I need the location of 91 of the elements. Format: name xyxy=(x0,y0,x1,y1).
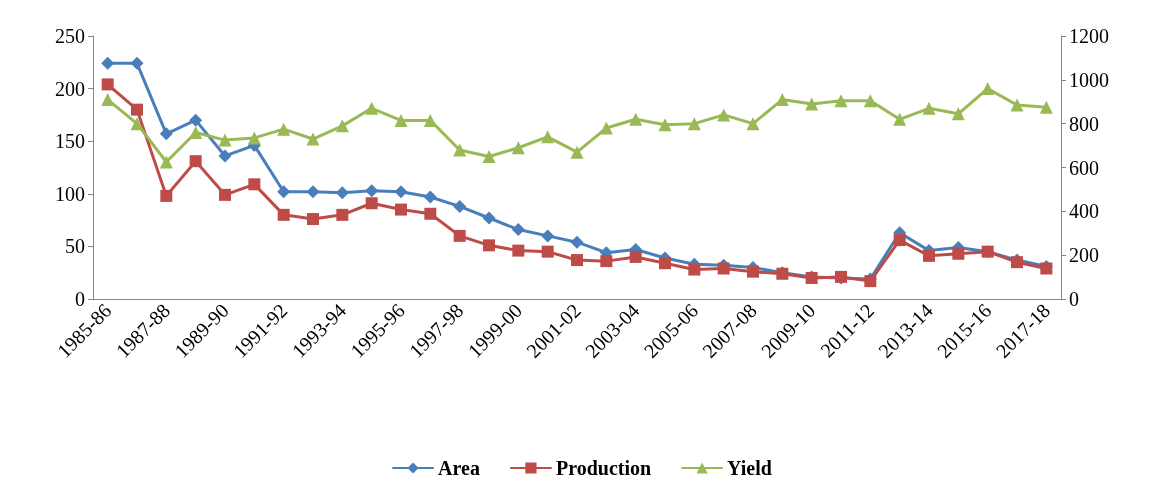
point xyxy=(482,211,496,225)
y-tick-label: 0 xyxy=(75,288,85,310)
point xyxy=(277,185,291,199)
point xyxy=(365,184,379,198)
point xyxy=(688,263,701,276)
point xyxy=(189,155,202,168)
point xyxy=(277,208,290,221)
legend-label: Production xyxy=(555,457,652,479)
point xyxy=(365,101,379,115)
legend-label: Yield xyxy=(727,457,772,479)
point xyxy=(130,117,144,131)
point xyxy=(365,197,378,210)
point xyxy=(248,178,261,191)
y-tick-label: 100 xyxy=(55,182,85,205)
point xyxy=(483,239,495,252)
point xyxy=(511,223,525,237)
point xyxy=(394,185,408,199)
point xyxy=(717,108,731,122)
point xyxy=(218,149,232,163)
point xyxy=(570,235,584,249)
point xyxy=(951,107,965,121)
point xyxy=(512,244,525,257)
point xyxy=(1039,100,1053,114)
point xyxy=(952,247,965,260)
point xyxy=(923,249,935,262)
y-tick-label: 200 xyxy=(55,77,85,100)
point xyxy=(747,265,759,278)
point xyxy=(541,130,555,144)
point xyxy=(423,190,437,204)
point xyxy=(423,113,437,127)
point xyxy=(453,229,466,242)
point xyxy=(453,199,467,213)
point xyxy=(1010,98,1024,112)
y2-tick-label: 1000 xyxy=(1069,68,1109,91)
point xyxy=(746,117,760,131)
point xyxy=(541,229,555,243)
y-tick-label: 150 xyxy=(55,130,85,153)
point xyxy=(307,213,319,226)
point xyxy=(101,93,115,107)
point xyxy=(159,127,173,141)
point xyxy=(511,141,525,155)
point xyxy=(629,112,643,126)
point xyxy=(394,113,408,127)
point xyxy=(159,155,173,169)
legend-label: Area xyxy=(438,457,480,479)
point xyxy=(482,150,496,164)
y2-tick-label: 400 xyxy=(1069,200,1099,223)
point xyxy=(453,143,467,157)
point xyxy=(658,118,672,132)
point xyxy=(218,133,232,147)
point xyxy=(395,203,407,216)
point xyxy=(570,145,584,159)
point xyxy=(863,94,877,108)
point xyxy=(834,94,848,108)
point xyxy=(131,103,143,116)
point xyxy=(659,257,671,270)
point xyxy=(424,207,437,220)
point xyxy=(775,93,789,107)
point xyxy=(717,262,730,275)
point xyxy=(101,78,114,91)
point xyxy=(629,250,642,263)
point xyxy=(306,185,320,199)
point xyxy=(101,56,115,70)
point xyxy=(600,255,613,268)
point xyxy=(306,132,320,146)
point xyxy=(277,122,291,136)
point xyxy=(219,188,231,201)
point xyxy=(893,112,907,126)
y2-tick-label: 200 xyxy=(1069,244,1099,267)
point xyxy=(687,117,701,131)
point xyxy=(922,101,936,115)
point xyxy=(247,131,261,145)
point xyxy=(571,254,583,267)
point xyxy=(335,119,349,133)
y2-tick-label: 0 xyxy=(1069,288,1079,310)
point xyxy=(599,121,613,135)
point xyxy=(981,82,995,96)
y2-tick-label: 600 xyxy=(1069,156,1099,179)
y-tick-label: 250 xyxy=(55,25,85,47)
y2-tick-label: 800 xyxy=(1069,112,1099,135)
point xyxy=(189,113,203,127)
y-tick-label: 50 xyxy=(65,235,85,258)
point xyxy=(335,186,349,200)
point xyxy=(336,208,349,221)
point xyxy=(893,234,906,247)
point xyxy=(189,125,203,139)
point xyxy=(160,189,173,202)
point xyxy=(541,245,554,258)
point xyxy=(805,97,819,111)
y2-tick-label: 1200 xyxy=(1069,25,1109,47)
point xyxy=(130,56,144,70)
